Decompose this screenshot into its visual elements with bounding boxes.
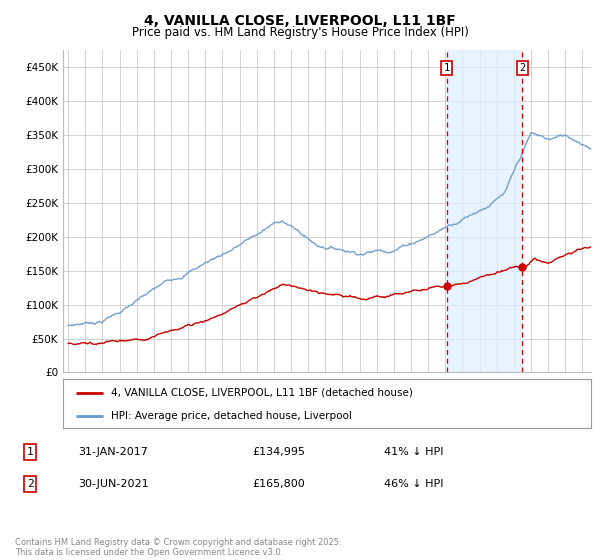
Text: 1: 1	[443, 63, 450, 73]
Text: £165,800: £165,800	[252, 479, 305, 489]
Text: 4, VANILLA CLOSE, LIVERPOOL, L11 1BF (detached house): 4, VANILLA CLOSE, LIVERPOOL, L11 1BF (de…	[110, 388, 412, 398]
Text: Price paid vs. HM Land Registry's House Price Index (HPI): Price paid vs. HM Land Registry's House …	[131, 26, 469, 39]
Bar	[446, 50, 523, 372]
Text: 2: 2	[520, 63, 526, 73]
Text: 46% ↓ HPI: 46% ↓ HPI	[384, 479, 443, 489]
Text: 4, VANILLA CLOSE, LIVERPOOL, L11 1BF: 4, VANILLA CLOSE, LIVERPOOL, L11 1BF	[144, 14, 456, 28]
Text: 31-JAN-2017: 31-JAN-2017	[78, 447, 148, 457]
Text: 1: 1	[26, 447, 34, 457]
Text: HPI: Average price, detached house, Liverpool: HPI: Average price, detached house, Live…	[110, 410, 352, 421]
Text: 41% ↓ HPI: 41% ↓ HPI	[384, 447, 443, 457]
Text: Contains HM Land Registry data © Crown copyright and database right 2025.
This d: Contains HM Land Registry data © Crown c…	[15, 538, 341, 557]
Text: 2: 2	[26, 479, 34, 489]
Text: 30-JUN-2021: 30-JUN-2021	[78, 479, 149, 489]
Text: £134,995: £134,995	[252, 447, 305, 457]
